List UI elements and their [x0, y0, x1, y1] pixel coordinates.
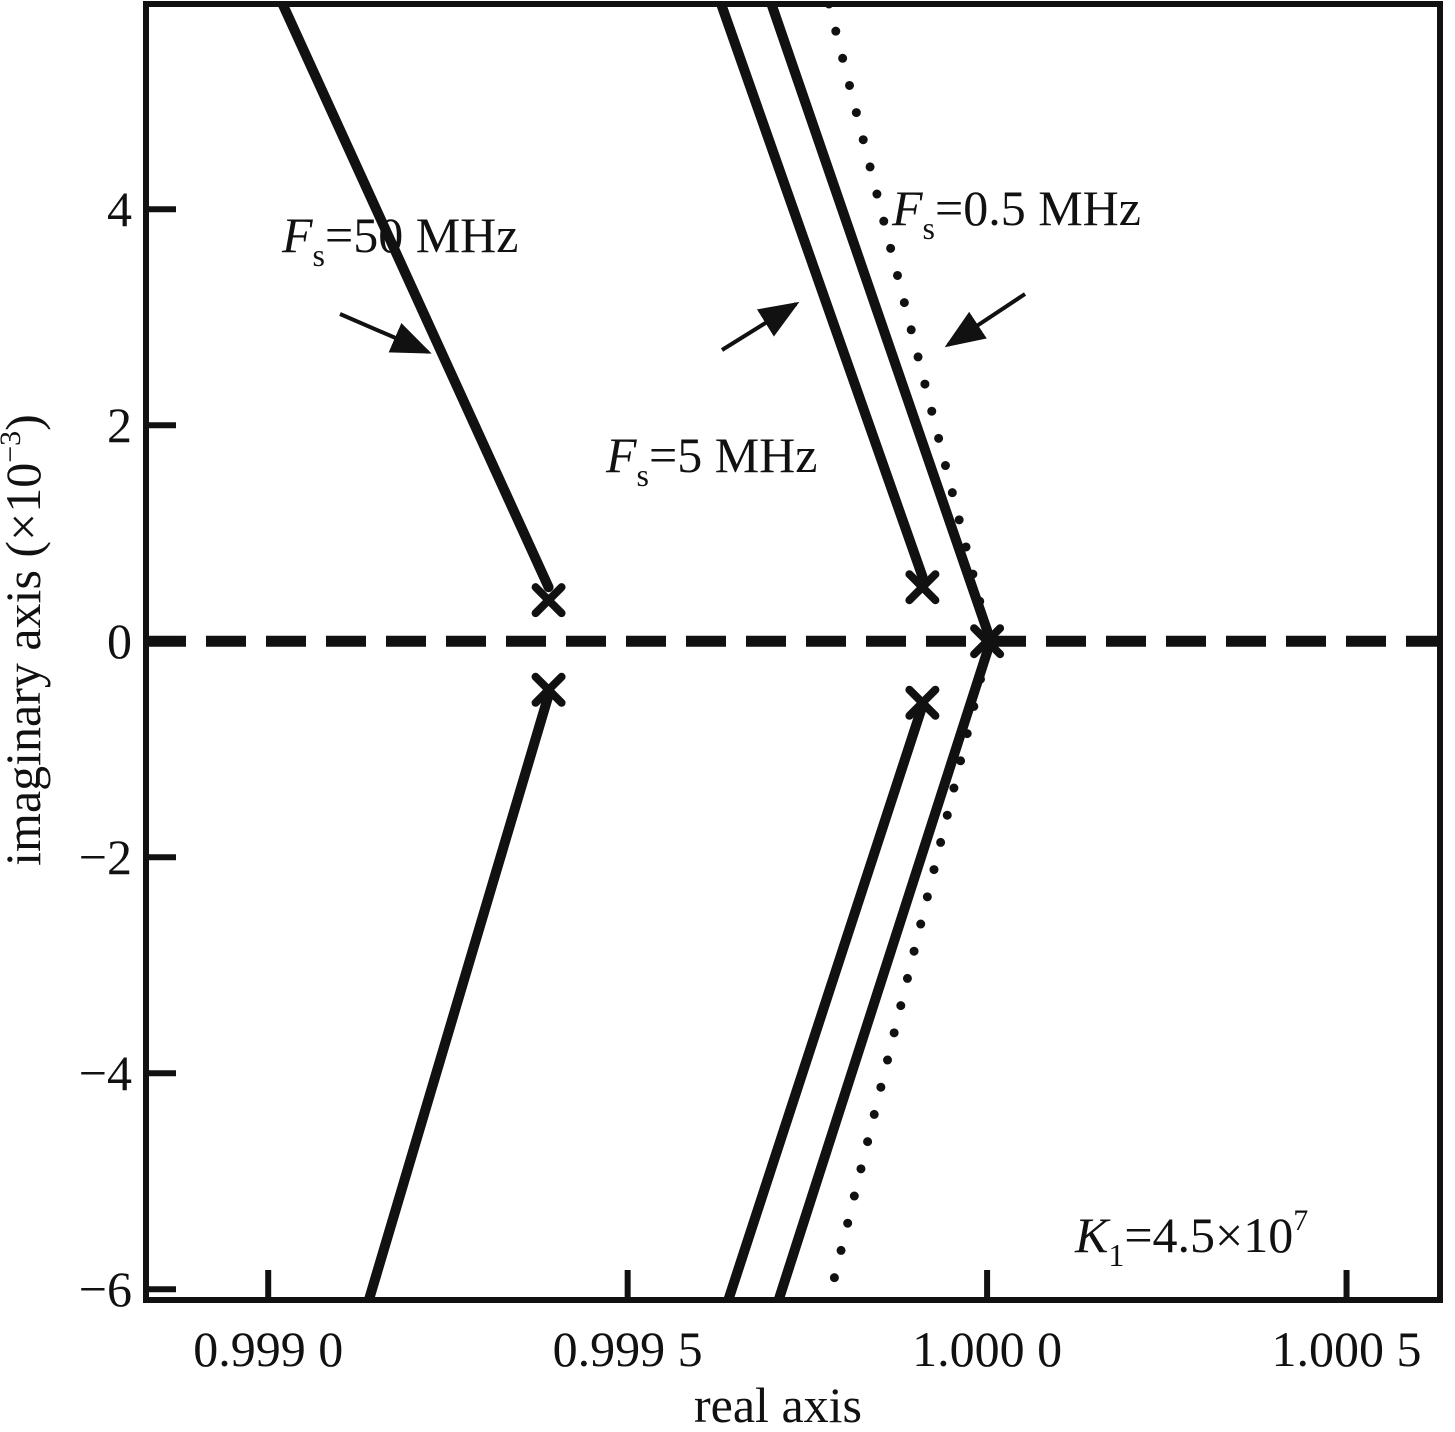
series-layer: [277, 4, 993, 1300]
x-tick-label-3: 1.000 5: [1272, 1321, 1422, 1377]
y-axis-title-main: imaginary axis (×10: [0, 463, 51, 866]
x-axis-title: real axis: [694, 1377, 862, 1432]
x-axis-ticks: 0.999 0 0.999 5 1.000 0 1.000 5: [193, 1270, 1422, 1377]
locus-series-3-lower: [824, 647, 992, 1300]
plot-frame: [143, 1, 1443, 1303]
y-tick-label-0: 4: [107, 181, 132, 237]
pole-marker-1-0: [905, 570, 940, 605]
y-tick-label-4: −4: [79, 1045, 132, 1101]
series-label-50mhz: Fs=50 MHz: [281, 207, 518, 273]
svg-text:imaginary axis (×10−3): imaginary axis (×10−3): [0, 414, 51, 866]
locus-series-1-upper: [716, 4, 928, 582]
pole-marker-1-1: [905, 685, 940, 720]
y-axis-title-exponent: −3: [0, 431, 27, 463]
y-tick-label-3: −2: [79, 829, 132, 885]
y-axis-title: imaginary axis (×10−3): [0, 414, 51, 866]
x-tick-label-0: 0.999 0: [193, 1321, 343, 1377]
locus-series-2-lower: [773, 647, 993, 1300]
arrow-50mhz: [339, 312, 432, 354]
locus-series-0-lower: [363, 690, 554, 1300]
locus-series-1-lower: [723, 701, 928, 1300]
plot-area: [146, 4, 1440, 1300]
locus-series-3-upper: [824, 4, 992, 635]
x-tick-label-1: 0.999 5: [553, 1321, 703, 1377]
gain-annotation: K1=4.5×107: [1074, 1204, 1308, 1273]
arrow-5mhz: [720, 301, 800, 352]
series-label-0-5mhz: Fs=0.5 MHz: [891, 180, 1141, 246]
y-tick-label-5: −6: [79, 1261, 132, 1317]
y-axis-title-close: ): [0, 414, 51, 431]
y-tick-label-1: 2: [107, 397, 132, 453]
locus-series-2-upper: [766, 4, 993, 636]
locus-series-0-upper: [277, 4, 554, 593]
x-tick-label-2: 1.000 0: [912, 1321, 1062, 1377]
series-label-5mhz: Fs=5 MHz: [605, 427, 817, 493]
arrow-0-5mhz: [944, 292, 1027, 348]
pole-marker-0-1: [531, 672, 566, 707]
y-axis-ticks: 4 2 0 −2 −4 −6: [79, 181, 176, 1317]
y-tick-label-2: 0: [107, 613, 132, 669]
pole-marker-0-0: [531, 583, 566, 618]
